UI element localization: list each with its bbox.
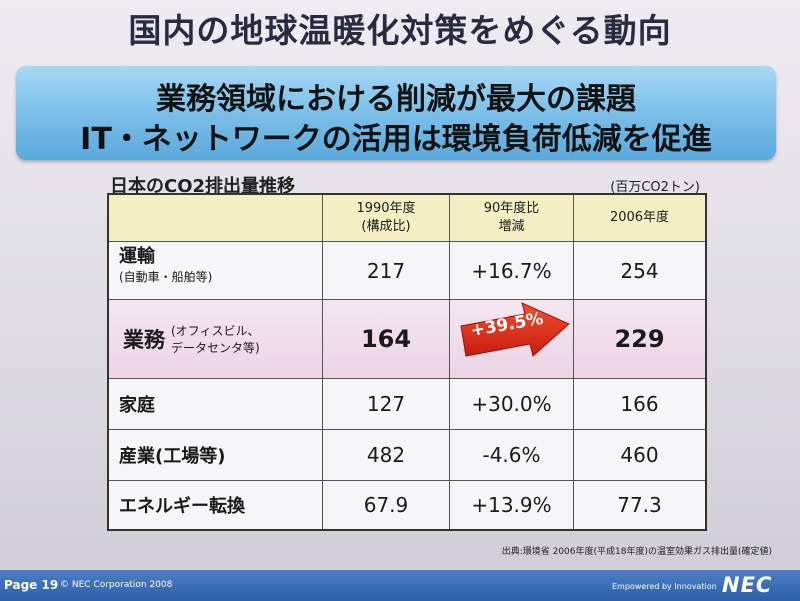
value-2006: 77.3: [617, 493, 662, 517]
headline-banner: 業務領域における削減が最大の課題 IT・ネットワークの活用は環境負荷低減を促進: [16, 66, 776, 160]
table-row: エネルギー転換 67.9 +13.9% 77.3: [109, 481, 705, 529]
row-sublabel-line1: (オフィスビル、: [171, 324, 260, 338]
value-2006: 460: [620, 443, 659, 467]
value-change: +16.7%: [450, 242, 574, 299]
red-right-arrow-icon: [460, 302, 570, 357]
table-unit: (百万CO2トン): [610, 180, 700, 195]
banner-line-1: 業務領域における削減が最大の課題: [156, 82, 636, 117]
value-change: -4.6%: [450, 430, 574, 480]
nec-logo: NEC: [722, 573, 773, 597]
emissions-table: 1990年度 (構成比) 90年度比 増減 2006年度 運輸 (自動車・船舶等…: [107, 193, 707, 531]
header-1990-sub: (構成比): [361, 219, 411, 234]
header-cell-2006: 2006年度: [574, 195, 705, 241]
header-1990-label: 1990年度: [356, 201, 416, 216]
table-row: 運輸 (自動車・船舶等) 217 +16.7% 254: [109, 242, 705, 300]
source-note: 出典:環境省 2006年度(平成18年度)の温室効果ガス排出量(確定値): [501, 547, 772, 557]
value-1990: 482: [323, 430, 450, 480]
banner-line-2: IT・ネットワークの活用は環境負荷低減を促進: [80, 122, 712, 157]
footer-bar: Page 19 © NEC Corporation 2008 Empowered…: [0, 570, 800, 601]
row-label-cell: エネルギー転換: [109, 481, 323, 529]
copyright: © NEC Corporation 2008: [60, 580, 173, 590]
row-label: 家庭: [119, 395, 155, 416]
table-header-row: 1990年度 (構成比) 90年度比 増減 2006年度: [109, 195, 705, 242]
value-change-cell: [450, 300, 574, 378]
header-cell-change: 90年度比 増減: [450, 195, 574, 241]
table-row-highlight: 業務 (オフィスビル、 データセンタ等) 164 229: [109, 300, 705, 379]
value-2006: 229: [614, 325, 665, 353]
header-change-label: 90年度比: [483, 201, 540, 216]
row-sublabel: (自動車・船舶等): [119, 270, 213, 284]
row-label-cell: 家庭: [109, 379, 323, 429]
header-cell-1990: 1990年度 (構成比): [323, 195, 450, 241]
slide-title: 国内の地球温暖化対策をめぐる動向: [128, 11, 672, 50]
growth-arrow: +39.5%: [459, 302, 571, 364]
value-1990: 217: [323, 242, 450, 299]
table-row: 家庭 127 +30.0% 166: [109, 379, 705, 430]
row-label: 業務: [123, 328, 165, 352]
row-label-cell: 産業(工場等): [109, 430, 323, 480]
row-label: 運輸: [119, 246, 155, 267]
row-sublabel-line2: データセンタ等): [171, 341, 260, 355]
table-caption: 日本のCO2排出量推移: [110, 176, 296, 197]
header-cell-category: [109, 195, 323, 241]
value-1990: 127: [323, 379, 450, 429]
table-row: 産業(工場等) 482 -4.6% 460: [109, 430, 705, 481]
value-2006: 166: [620, 392, 659, 416]
value-change: +30.0%: [450, 379, 574, 429]
row-label: エネルギー転換: [119, 496, 245, 517]
value-1990: 164: [323, 300, 450, 378]
value-1990: 67.9: [323, 481, 450, 529]
header-2006-label: 2006年度: [609, 210, 670, 225]
row-label-cell: 運輸 (自動車・船舶等): [109, 242, 323, 299]
tagline: Empowered by Innovation: [612, 582, 717, 591]
header-change-sub: 増減: [498, 219, 525, 234]
row-label-cell: 業務 (オフィスビル、 データセンタ等): [109, 300, 323, 378]
row-label: 産業(工場等): [119, 446, 226, 467]
row-sublabel-group: (オフィスビル、 データセンタ等): [171, 322, 260, 356]
value-2006: 254: [620, 258, 659, 283]
value-change: +13.9%: [450, 481, 574, 529]
page-number: Page 19: [4, 578, 59, 592]
